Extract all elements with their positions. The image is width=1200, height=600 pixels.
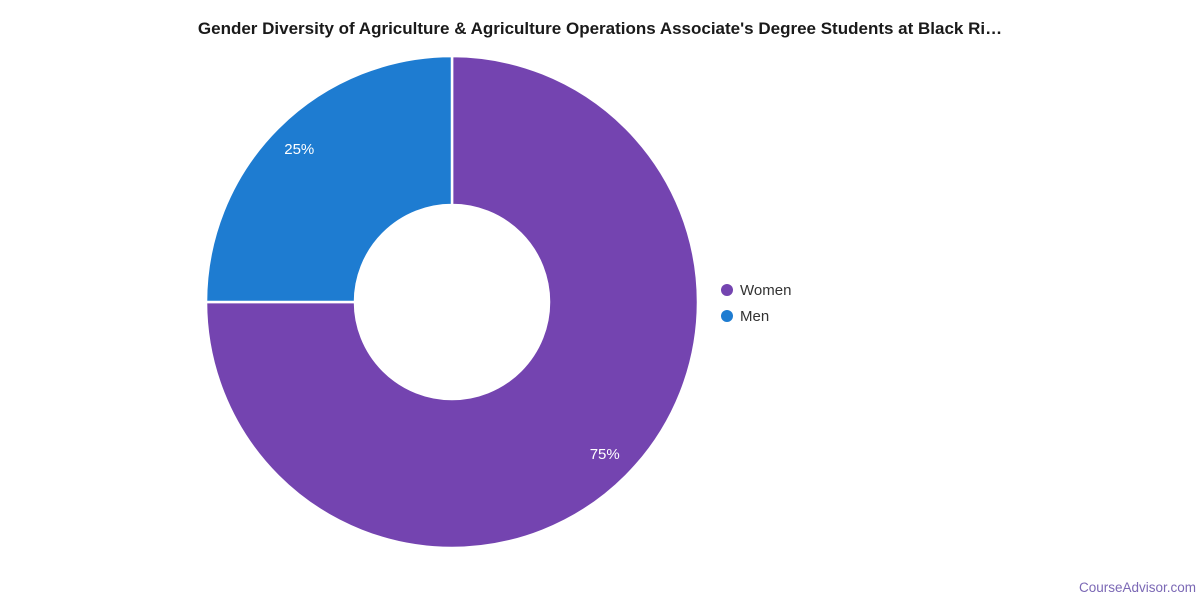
legend-marker-men-circle <box>721 310 733 322</box>
legend-item-women[interactable]: Women <box>721 277 791 303</box>
legend-label-men: Men <box>740 307 770 325</box>
chart-title: Gender Diversity of Agriculture & Agricu… <box>197 19 1003 38</box>
legend-label-women: Women <box>740 281 792 299</box>
pie-slice-men[interactable] <box>204 54 454 304</box>
legend-item-men[interactable]: Men <box>721 303 791 329</box>
legend-marker-men-icon <box>721 310 733 322</box>
pie-slice-women[interactable] <box>204 54 700 550</box>
legend: Women Men <box>721 277 791 329</box>
watermark-link[interactable]: CourseAdvisor.com <box>1078 580 1196 595</box>
legend-marker-women-icon <box>721 284 733 296</box>
legend-marker-women-circle <box>721 284 733 296</box>
slice-label-men: 25% <box>284 141 314 158</box>
slice-label-women: 75% <box>590 446 620 463</box>
